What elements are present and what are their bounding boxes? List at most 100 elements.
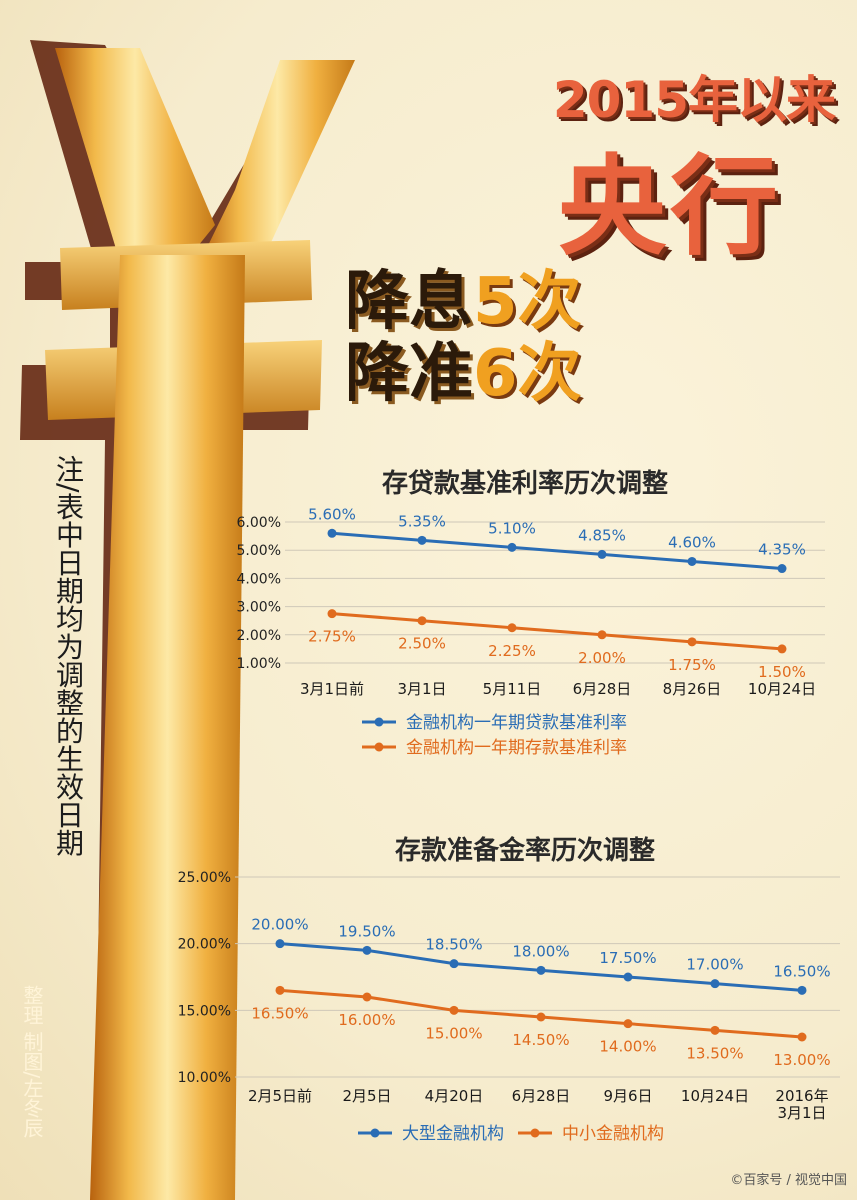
y-tick-label: 3.00% [237, 600, 281, 616]
x-tick-label: 8月26日 [663, 680, 722, 698]
headline-rrr-cuts: 降准6次 [345, 322, 582, 414]
yuan-symbol-graphic [20, 40, 355, 1200]
data-point [449, 1005, 459, 1015]
x-tick-label: 3月1日前 [300, 680, 364, 698]
legend-label: 金融机构一年期贷款基准利率 [406, 713, 627, 733]
legend-marker [374, 717, 384, 727]
y-tick-label: 5.00% [237, 543, 281, 559]
data-label: 4.85% [578, 526, 626, 544]
data-point [362, 945, 372, 955]
data-label: 5.35% [398, 512, 446, 530]
x-tick-label: 2016年 [775, 1087, 828, 1105]
data-point [507, 542, 517, 552]
data-point [449, 959, 459, 969]
x-tick-label: 6月28日 [573, 680, 632, 698]
data-point [362, 992, 372, 1002]
y-tick-label: 25.00% [178, 870, 231, 886]
legend-marker [374, 742, 384, 752]
chart2-title: 存款准备金率历次调整 [394, 836, 655, 866]
legend-label: 金融机构一年期存款基准利率 [406, 738, 627, 758]
date-note: 注/表中日期均为调整的生效日期 [52, 455, 85, 857]
data-label: 2.00% [578, 649, 626, 667]
rrr-cut-count: 6次 [473, 337, 582, 411]
y-tick-label: 10.00% [178, 1070, 231, 1086]
x-tick-label: 5月11日 [483, 680, 542, 698]
data-label: 5.10% [488, 519, 536, 537]
rate-cut-label: 降息 [345, 265, 473, 339]
data-label: 13.00% [773, 1051, 830, 1069]
y-tick-label: 4.00% [237, 571, 281, 587]
data-label: 17.50% [599, 949, 656, 967]
data-label: 2.75% [308, 628, 356, 646]
x-tick-label: 3月1日 [397, 680, 446, 698]
x-tick-label: 2月5日 [342, 1087, 391, 1105]
data-label: 16.50% [251, 1004, 308, 1022]
data-label: 18.50% [425, 936, 482, 954]
series-line-0 [331, 531, 783, 571]
data-point [687, 637, 697, 647]
chart1-interest-rates: 6.00% 5.00% 4.00% 3.00% 2.00% 1.00% 3月1日前 3月1日 5… [237, 505, 825, 758]
data-label: 1.50% [758, 663, 806, 681]
y-tick-label: 6.00% [237, 515, 281, 531]
data-point [623, 1019, 633, 1029]
headline-rate-cuts: 降息5次 [345, 250, 582, 342]
data-point [597, 630, 607, 640]
chart2-reserve-ratio: 25.00% 20.00% 15.00% 10.00% 2月5日前 2月5日 4月20日 6月… [178, 870, 840, 1144]
data-label: 5.60% [308, 505, 356, 523]
data-point [327, 528, 337, 538]
legend-marker [530, 1128, 540, 1138]
data-label: 18.00% [512, 942, 569, 960]
rate-cut-count: 5次 [473, 265, 582, 339]
data-point [597, 549, 607, 559]
data-point [777, 644, 787, 654]
data-label: 17.00% [686, 956, 743, 974]
x-tick-label: 10月24日 [748, 680, 816, 698]
data-label: 15.00% [425, 1024, 482, 1042]
legend-marker [370, 1128, 380, 1138]
x-tick-label: 4月20日 [425, 1087, 484, 1105]
x-tick-label: 6月28日 [512, 1087, 571, 1105]
chart1-title: 存贷款基准利率历次调整 [381, 469, 668, 499]
data-label: 2.25% [488, 642, 536, 660]
data-point [777, 564, 787, 574]
y-tick-label: 2.00% [237, 628, 281, 644]
data-label: 19.50% [338, 922, 395, 940]
data-label: 14.00% [599, 1038, 656, 1056]
data-point [417, 616, 427, 626]
y-tick-label: 20.00% [178, 937, 231, 953]
data-label: 14.50% [512, 1031, 569, 1049]
x-tick-label: 2月5日前 [248, 1087, 312, 1105]
data-label: 4.60% [668, 533, 716, 551]
data-point [797, 1032, 807, 1042]
data-point [417, 535, 427, 545]
data-point [536, 965, 546, 975]
data-label: 13.50% [686, 1044, 743, 1062]
headline-year: 2015年以来 [552, 71, 836, 129]
headline-central-bank: 央行 [557, 145, 782, 270]
x-tick-label: 10月24日 [681, 1087, 749, 1105]
x-tick-label: 3月1日 [777, 1104, 826, 1122]
data-point [275, 985, 285, 995]
series-line-1 [331, 612, 783, 651]
data-point [687, 556, 697, 566]
legend-label: 中小金融机构 [562, 1124, 664, 1144]
rrr-cut-label: 降准 [345, 337, 473, 411]
y-tick-label: 1.00% [237, 656, 281, 672]
data-label: 4.35% [758, 541, 806, 559]
data-label: 16.50% [773, 962, 830, 980]
x-tick-label: 9月6日 [603, 1087, 652, 1105]
data-point [710, 979, 720, 989]
legend-label: 大型金融机构 [402, 1124, 504, 1144]
data-label: 2.50% [398, 635, 446, 653]
data-point [710, 1025, 720, 1035]
data-point [275, 939, 285, 949]
data-point [327, 609, 337, 619]
data-label: 20.00% [251, 916, 308, 934]
watermark: ©百家号 / 视觉中国 [730, 1173, 847, 1188]
data-point [623, 972, 633, 982]
credit: 整理 制图/左冬辰 [20, 985, 44, 1139]
data-label: 16.00% [338, 1011, 395, 1029]
data-label: 1.75% [668, 656, 716, 674]
y-tick-label: 15.00% [178, 1003, 231, 1019]
